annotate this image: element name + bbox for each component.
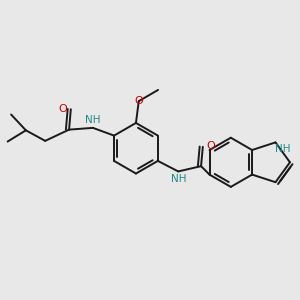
Text: NH: NH bbox=[85, 115, 100, 125]
Text: NH: NH bbox=[171, 174, 186, 184]
Text: O: O bbox=[206, 141, 215, 151]
Text: NH: NH bbox=[275, 144, 291, 154]
Text: O: O bbox=[134, 96, 143, 106]
Text: O: O bbox=[59, 103, 68, 113]
